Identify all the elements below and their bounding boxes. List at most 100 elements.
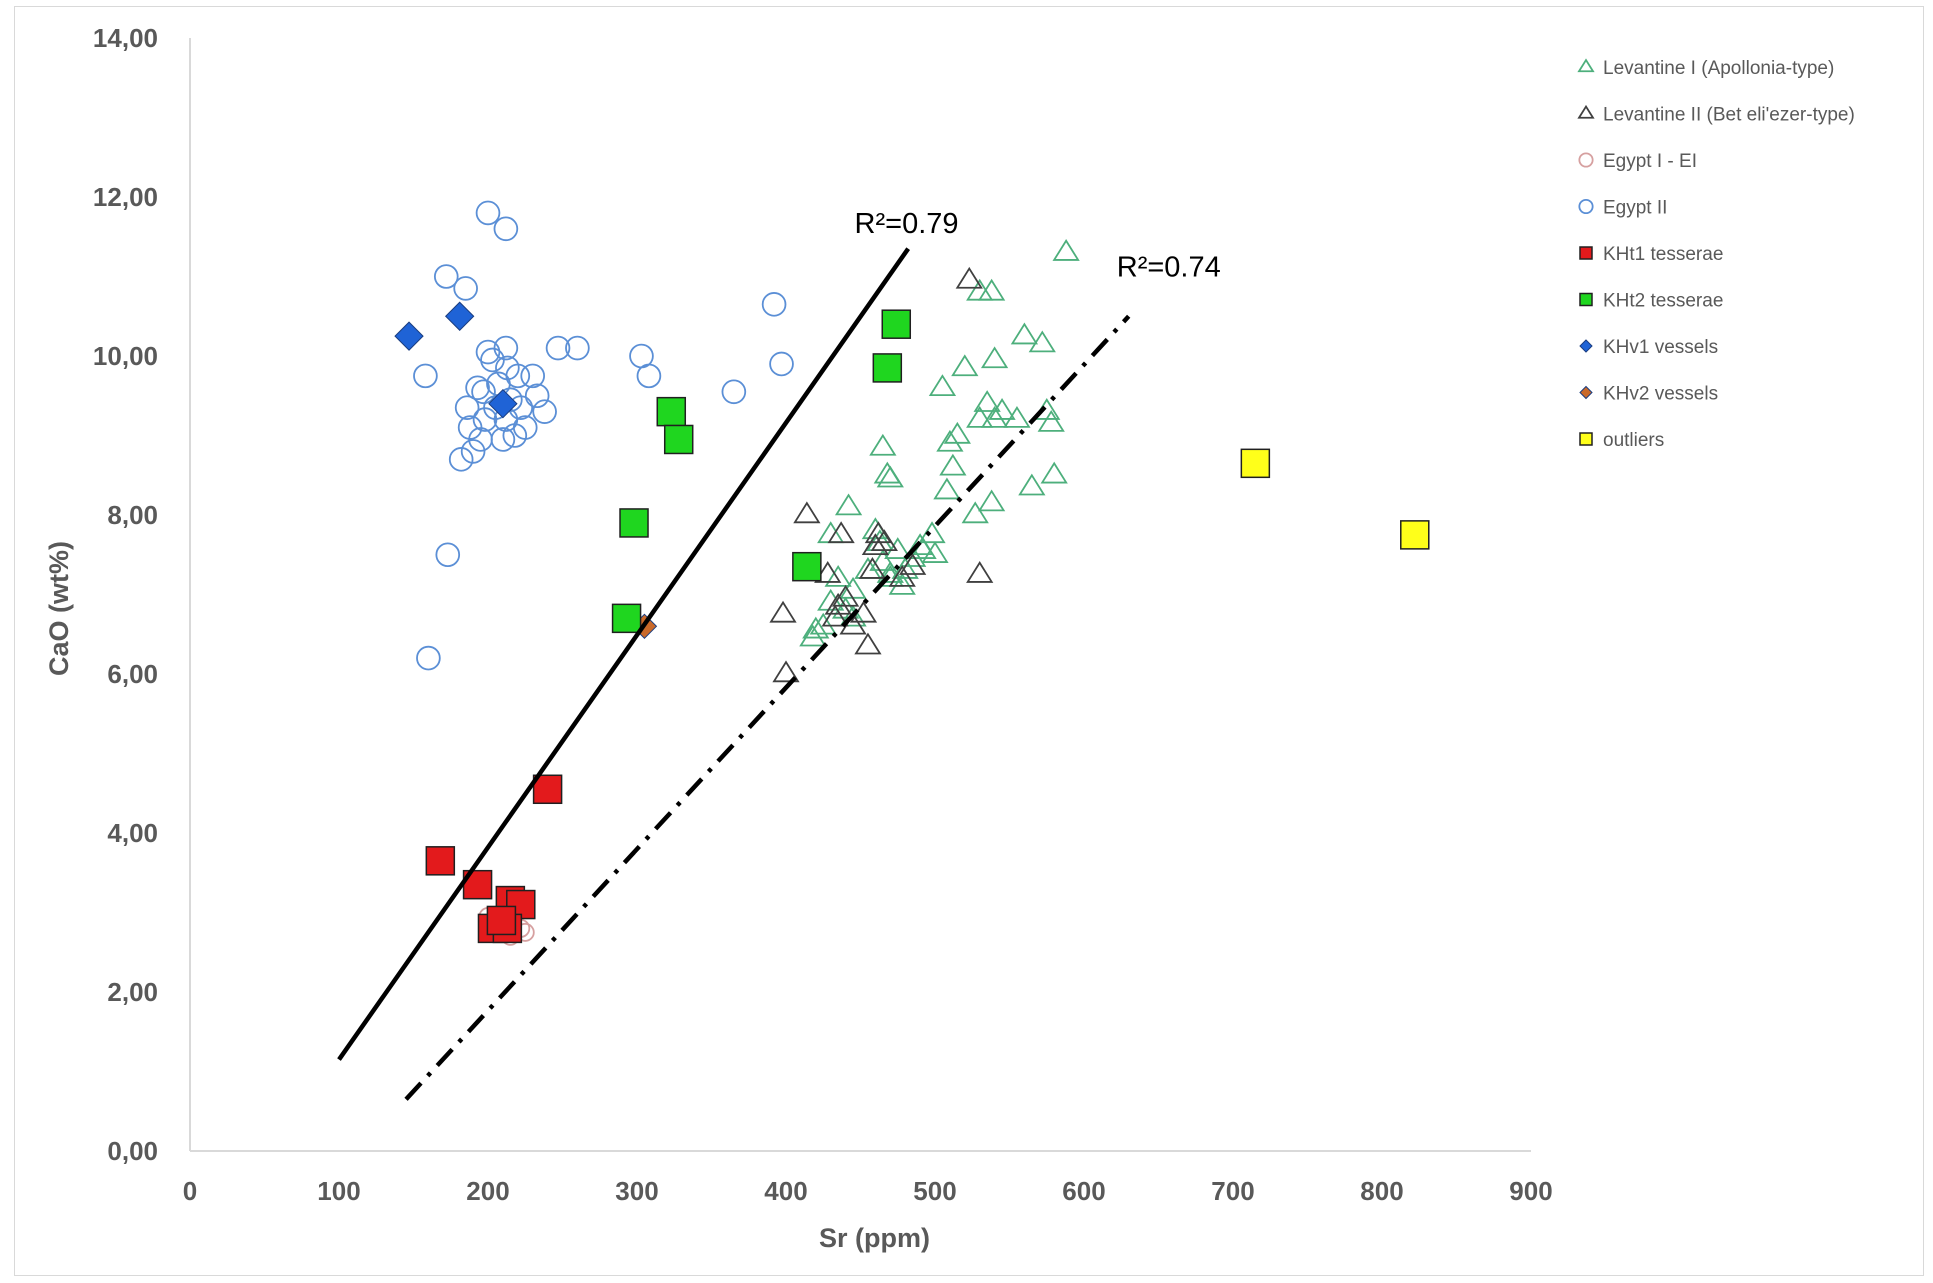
data-point-egypt-ii (460, 439, 486, 464)
x-tick-label: 900 (1509, 1176, 1552, 1206)
data-point-kht1-tesserae (425, 846, 456, 876)
data-point-egypt-ii (453, 276, 478, 301)
legend-label: KHt2 tesserae (1603, 291, 1723, 312)
data-point-levantine-ii-bet-eli-ezer-type (769, 600, 797, 623)
data-point-kht1-tesserae (532, 774, 563, 805)
legend-item: Egypt I - EI (1578, 151, 1697, 172)
data-point-kht2-tesserae (792, 551, 822, 582)
data-point-egypt-ii (493, 216, 519, 242)
y-tick-label: 6,00 (107, 659, 158, 689)
legend-item: KHv2 vessels (1579, 384, 1718, 405)
data-point-levantine-i-apollonia-type (869, 549, 897, 571)
x-tick-label: 0 (183, 1176, 197, 1206)
data-point-egypt-ii (761, 292, 787, 317)
data-point-egypt-ii (532, 399, 557, 424)
data-point-kht2-tesserae (872, 353, 903, 383)
data-point-egypt-ii (565, 335, 590, 361)
legend-item: Levantine II (Bet eli'ezer-type) (1577, 104, 1855, 126)
data-point-levantine-i-apollonia-type (961, 501, 989, 524)
data-point-egypt-ii (433, 264, 459, 289)
x-tick-label: 500 (913, 1176, 956, 1206)
data-point-levantine-i-apollonia-type (1018, 473, 1046, 496)
data-point-levantine-i-apollonia-type (876, 561, 904, 583)
x-tick-label: 600 (1062, 1176, 1105, 1206)
x-tick-label: 200 (466, 1176, 509, 1206)
chart-axes (189, 38, 1531, 1152)
data-point-levantine-ii-bet-eli-ezer-type (858, 557, 887, 579)
data-point-levantine-i-apollonia-type (839, 604, 867, 627)
data-point-egypt-ii (454, 395, 480, 420)
y-tick-label: 4,00 (107, 818, 158, 848)
data-point-levantine-i-apollonia-type (977, 489, 1006, 512)
legend-item: Egypt II (1578, 198, 1667, 219)
data-point-levantine-i-apollonia-type (936, 429, 964, 452)
y-tick-label: 8,00 (107, 500, 158, 530)
data-point-egypt-ii (769, 351, 794, 377)
data-point-egypt-ii (413, 363, 438, 389)
data-point-egypt-ii (520, 363, 545, 389)
legend-item: KHt2 tesserae (1579, 291, 1723, 312)
data-point-levantine-ii-bet-eli-ezer-type (824, 592, 852, 615)
x-tick-label: 400 (764, 1176, 807, 1206)
data-point-levantine-i-apollonia-type (933, 477, 961, 500)
legend-marker (1579, 432, 1593, 446)
data-point-khv1-vessels (394, 321, 424, 351)
legend-marker (1577, 104, 1595, 119)
data-point-levantine-i-apollonia-type (799, 624, 827, 647)
data-point-levantine-i-apollonia-type (928, 374, 957, 396)
data-point-egypt-ii (524, 383, 550, 409)
data-point-levantine-i-apollonia-type (951, 354, 979, 377)
data-point-levantine-i-apollonia-type (1040, 461, 1068, 484)
data-point-khv1-vessels (488, 388, 518, 419)
data-point-levantine-ii-bet-eli-ezer-type (888, 564, 916, 587)
y-tick-label: 0,00 (107, 1136, 158, 1166)
data-point-levantine-i-apollonia-type (966, 278, 994, 301)
legend-label: Egypt II (1603, 198, 1667, 219)
legend-item: KHv1 vessels (1579, 337, 1718, 358)
data-point-levantine-i-apollonia-type (1010, 322, 1039, 345)
data-point-levantine-i-apollonia-type (1003, 405, 1031, 428)
legend-label: Levantine I (Apollonia-type) (1603, 58, 1834, 79)
data-point-levantine-ii-bet-eli-ezer-type (772, 660, 800, 683)
data-points (394, 200, 1430, 946)
data-point-levantine-i-apollonia-type (802, 616, 830, 639)
data-point-egypt-ii (480, 347, 505, 373)
data-point-outliers (1400, 520, 1430, 550)
data-point-levantine-i-apollonia-type (876, 465, 904, 488)
data-point-kht2-tesserae (656, 396, 687, 427)
data-point-kht2-tesserae (663, 424, 694, 455)
data-point-egypt-ii (448, 447, 474, 472)
data-point-egypt-ii (475, 200, 501, 226)
data-point-levantine-i-apollonia-type (1037, 409, 1065, 432)
data-point-levantine-ii-bet-eli-ezer-type (831, 584, 860, 607)
data-point-egypt-ii (636, 363, 662, 389)
data-point-kht2-tesserae (619, 508, 649, 538)
data-point-levantine-i-apollonia-type (939, 453, 967, 476)
data-point-levantine-i-apollonia-type (943, 421, 971, 444)
data-point-levantine-i-apollonia-type (1052, 239, 1080, 261)
data-point-levantine-i-apollonia-type (824, 564, 852, 587)
data-point-levantine-ii-bet-eli-ezer-type (966, 561, 994, 583)
data-point-levantine-ii-bet-eli-ezer-type (814, 561, 842, 583)
x-tick-label: 700 (1211, 1176, 1254, 1206)
data-point-egypt-ii (465, 375, 490, 401)
legend-marker (1579, 385, 1593, 400)
x-tick-labels: 0 100 200 300 400 500 600 700 800 900 (183, 1176, 1553, 1206)
data-point-levantine-i-apollonia-type (1028, 330, 1056, 353)
data-point-egypt-ii (471, 379, 496, 405)
data-point-kht1-tesserae (486, 905, 517, 936)
legend-marker (1577, 58, 1595, 73)
legend-marker (1578, 152, 1594, 168)
data-point-levantine-ii-bet-eli-ezer-type (821, 604, 849, 627)
legend-marker (1579, 292, 1593, 307)
data-point-egypt-ii (435, 542, 461, 568)
legend-label: outliers (1603, 430, 1664, 451)
legend-marker (1579, 339, 1593, 353)
data-point-levantine-ii-bet-eli-ezer-type (861, 533, 890, 555)
data-point-levantine-ii-bet-eli-ezer-type (793, 501, 821, 524)
data-point-egypt-ii (545, 335, 571, 361)
data-point-egypt-ii (721, 379, 747, 405)
data-point-levantine-i-apollonia-type (980, 346, 1009, 369)
data-point-egypt-ii (416, 645, 441, 671)
